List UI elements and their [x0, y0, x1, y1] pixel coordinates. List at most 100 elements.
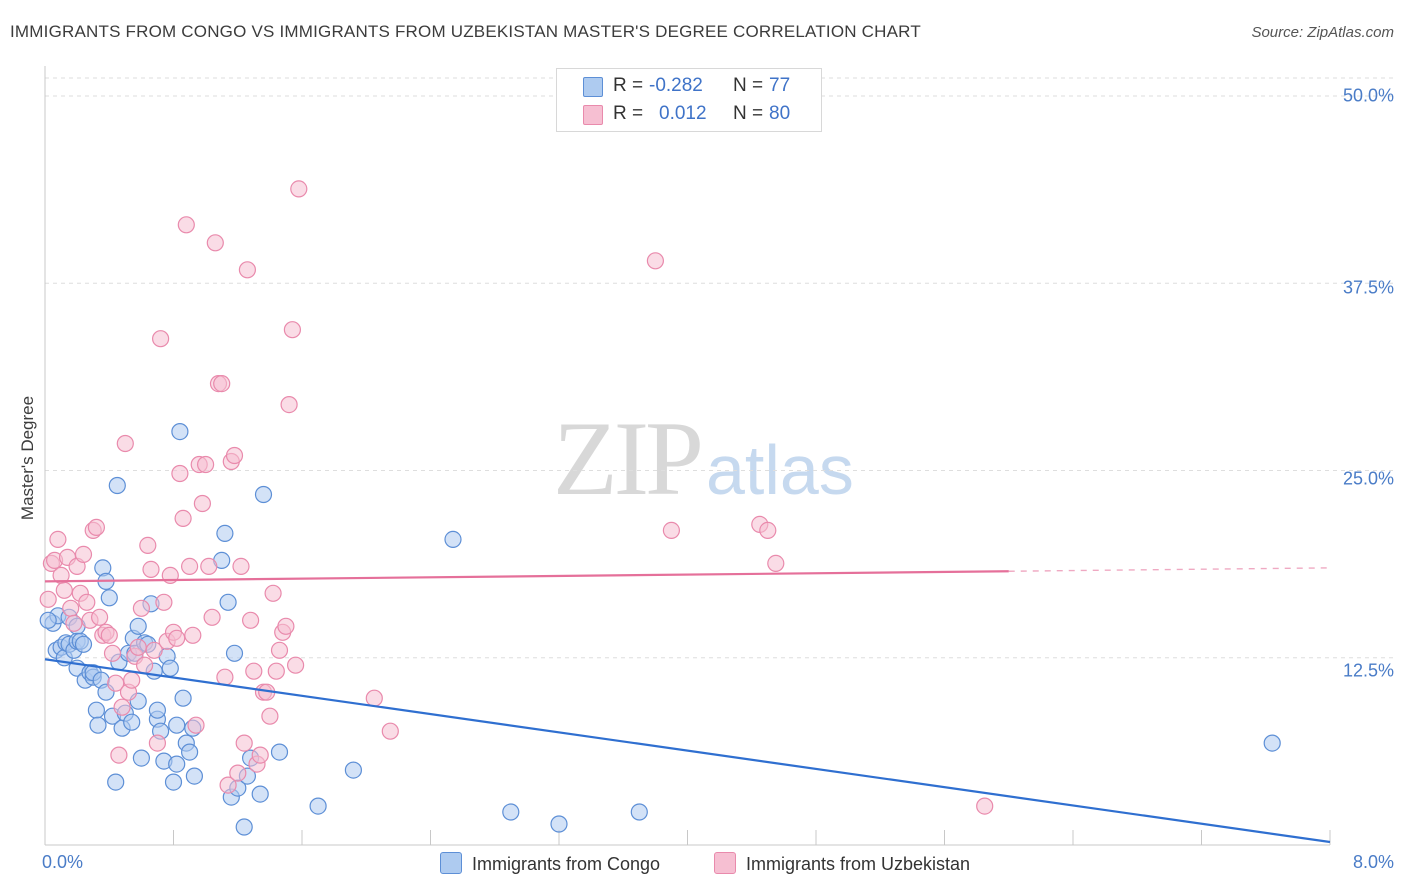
- axis-layer: [44, 66, 1331, 846]
- data-point-uzbekistan: [290, 180, 308, 198]
- data-point-uzbekistan: [381, 722, 399, 740]
- data-point-congo: [251, 785, 269, 803]
- stats-r-value: -0.282: [649, 75, 703, 96]
- data-point-uzbekistan: [152, 330, 170, 348]
- x-tick-label-start: 0.0%: [42, 852, 84, 872]
- data-point-congo: [107, 773, 125, 791]
- data-point-congo: [108, 476, 126, 495]
- data-point-uzbekistan: [90, 608, 109, 626]
- data-point-congo: [444, 530, 462, 549]
- legend-item-congo[interactable]: Immigrants from Congo: [440, 852, 660, 875]
- stats-row-uzbekistan: R = 0.012 N = 80: [557, 101, 821, 129]
- data-point-congo: [270, 743, 289, 761]
- data-point-uzbekistan: [219, 776, 237, 794]
- legend-swatch-blue: [440, 852, 462, 874]
- data-point-uzbekistan: [187, 716, 205, 734]
- x-tick-label-end: 8.0%: [1352, 852, 1394, 872]
- stats-n-value: 80: [769, 103, 791, 124]
- data-point-uzbekistan: [280, 396, 298, 414]
- data-point-uzbekistan: [136, 656, 154, 674]
- data-point-congo: [185, 767, 203, 785]
- watermark-zip: ZIP: [553, 400, 704, 517]
- trend-layer: [44, 567, 1331, 844]
- data-point-uzbekistan: [646, 252, 665, 270]
- y-tick-label: 37.5%: [1342, 277, 1394, 298]
- data-point-uzbekistan: [203, 608, 221, 626]
- data-point-congo: [74, 635, 93, 653]
- data-point-uzbekistan: [229, 764, 247, 782]
- data-point-congo: [129, 617, 147, 635]
- data-point-congo: [164, 773, 183, 791]
- data-point-uzbekistan: [365, 689, 383, 707]
- data-point-uzbekistan: [225, 446, 244, 465]
- legend-label-uzbekistan: Immigrants from Uzbekistan: [746, 854, 971, 874]
- data-point-congo: [344, 761, 362, 779]
- data-point-uzbekistan: [261, 707, 279, 725]
- data-point-uzbekistan: [174, 509, 192, 528]
- data-point-congo: [174, 689, 192, 707]
- data-point-congo: [168, 716, 186, 734]
- stats-row-congo: R = -0.282 N = 77: [557, 73, 821, 101]
- y-tick-label: 50.0%: [1342, 85, 1394, 106]
- data-point-congo: [123, 713, 141, 731]
- y-tick-label: 12.5%: [1342, 660, 1394, 681]
- series-congo-points: [39, 423, 1281, 836]
- data-point-uzbekistan: [129, 638, 147, 656]
- data-point-congo: [39, 611, 57, 629]
- data-point-congo: [181, 743, 199, 761]
- data-point-uzbekistan: [251, 746, 269, 764]
- data-point-congo: [89, 716, 107, 734]
- data-point-congo: [550, 815, 568, 833]
- data-point-uzbekistan: [65, 614, 83, 632]
- data-point-uzbekistan: [662, 521, 681, 540]
- y-axis-label: Master's Degree: [18, 395, 37, 521]
- stats-swatch-pink: [583, 105, 603, 125]
- stats-n-label: N =: [733, 75, 764, 96]
- data-point-congo: [148, 701, 166, 719]
- data-point-uzbekistan: [148, 734, 166, 752]
- data-point-uzbekistan: [245, 662, 263, 680]
- data-point-congo: [254, 485, 273, 504]
- stats-r-label: R =: [613, 103, 644, 124]
- stats-r-label: R =: [613, 75, 644, 96]
- stats-n-value: 77: [769, 75, 791, 96]
- data-point-uzbekistan: [168, 629, 186, 647]
- data-point-uzbekistan: [145, 641, 163, 659]
- data-point-congo: [161, 659, 179, 677]
- legend-item-uzbekistan[interactable]: Immigrants from Uzbekistan: [714, 852, 970, 875]
- data-point-uzbekistan: [171, 464, 189, 483]
- data-point-uzbekistan: [142, 560, 160, 579]
- data-point-uzbekistan: [976, 797, 994, 815]
- data-point-uzbekistan: [39, 590, 57, 608]
- trend-line-pink: [44, 570, 1009, 583]
- data-point-uzbekistan: [206, 234, 224, 252]
- stats-n-label: N =: [733, 103, 764, 124]
- legend-swatch-pink: [714, 852, 736, 874]
- data-point-uzbekistan: [132, 599, 150, 617]
- data-point-uzbekistan: [267, 662, 285, 680]
- data-point-uzbekistan: [55, 581, 73, 599]
- data-point-uzbekistan: [759, 521, 777, 540]
- data-point-congo: [630, 803, 648, 821]
- data-point-congo: [309, 797, 327, 815]
- data-point-uzbekistan: [216, 668, 234, 686]
- source-label: Source: ZipAtlas.com: [1251, 24, 1394, 41]
- trend-line-blue: [44, 658, 1331, 844]
- data-point-uzbekistan: [238, 261, 256, 279]
- data-point-uzbekistan: [100, 626, 118, 644]
- data-point-uzbekistan: [116, 434, 134, 453]
- data-point-uzbekistan: [270, 641, 289, 659]
- data-point-uzbekistan: [87, 518, 106, 537]
- series-uzbekistan-points: [39, 180, 994, 815]
- data-point-uzbekistan: [767, 554, 785, 573]
- y-tick-label: 25.0%: [1342, 468, 1394, 489]
- data-point-congo: [235, 818, 253, 836]
- legend-label-congo: Immigrants from Congo: [472, 854, 661, 874]
- data-point-uzbekistan: [177, 216, 195, 234]
- data-point-uzbekistan: [139, 536, 157, 555]
- data-point-congo: [87, 701, 106, 719]
- data-point-uzbekistan: [78, 593, 96, 611]
- data-point-uzbekistan: [197, 455, 215, 474]
- data-point-uzbekistan: [155, 593, 173, 611]
